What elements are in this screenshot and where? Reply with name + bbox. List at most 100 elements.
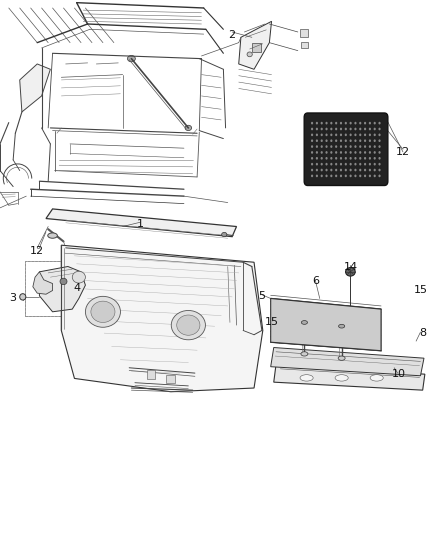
Text: 14: 14 [343, 262, 357, 271]
Ellipse shape [321, 140, 323, 142]
Ellipse shape [321, 163, 323, 165]
Ellipse shape [335, 134, 337, 136]
Ellipse shape [340, 157, 342, 160]
Text: 12: 12 [30, 246, 44, 255]
Ellipse shape [335, 163, 337, 165]
Ellipse shape [316, 128, 318, 130]
Ellipse shape [177, 315, 200, 335]
Ellipse shape [338, 356, 345, 360]
Polygon shape [46, 209, 237, 237]
Ellipse shape [321, 169, 323, 172]
Ellipse shape [345, 140, 347, 142]
Ellipse shape [364, 151, 366, 154]
Ellipse shape [374, 140, 376, 142]
Ellipse shape [247, 52, 252, 57]
Ellipse shape [354, 169, 357, 172]
Ellipse shape [359, 157, 361, 160]
Ellipse shape [340, 169, 342, 172]
Ellipse shape [325, 128, 328, 130]
Ellipse shape [369, 145, 371, 148]
Ellipse shape [374, 145, 376, 148]
Ellipse shape [48, 233, 57, 238]
Ellipse shape [340, 122, 342, 124]
Ellipse shape [359, 151, 361, 154]
Ellipse shape [374, 151, 376, 154]
Ellipse shape [350, 157, 352, 160]
Ellipse shape [340, 128, 342, 130]
Ellipse shape [359, 163, 361, 165]
Ellipse shape [369, 128, 371, 130]
Ellipse shape [301, 352, 308, 356]
Ellipse shape [316, 145, 318, 148]
Ellipse shape [345, 163, 347, 165]
Ellipse shape [325, 169, 328, 172]
Ellipse shape [311, 140, 313, 142]
Ellipse shape [378, 163, 381, 165]
Polygon shape [61, 245, 263, 392]
Ellipse shape [345, 151, 347, 154]
Ellipse shape [301, 321, 307, 324]
Ellipse shape [378, 145, 381, 148]
Ellipse shape [330, 163, 332, 165]
Ellipse shape [335, 140, 337, 142]
Ellipse shape [325, 157, 328, 160]
Ellipse shape [354, 151, 357, 154]
Bar [300, 29, 308, 37]
Ellipse shape [335, 128, 337, 130]
Ellipse shape [345, 128, 347, 130]
Ellipse shape [350, 145, 352, 148]
Ellipse shape [91, 301, 115, 322]
Ellipse shape [330, 157, 332, 160]
Ellipse shape [321, 175, 323, 177]
Ellipse shape [374, 122, 376, 124]
Ellipse shape [359, 140, 361, 142]
Ellipse shape [369, 163, 371, 165]
Ellipse shape [354, 157, 357, 160]
Ellipse shape [316, 151, 318, 154]
Ellipse shape [340, 140, 342, 142]
Ellipse shape [364, 140, 366, 142]
Ellipse shape [374, 128, 376, 130]
Ellipse shape [345, 169, 347, 172]
Ellipse shape [364, 145, 366, 148]
Ellipse shape [345, 157, 347, 160]
Ellipse shape [321, 145, 323, 148]
Ellipse shape [378, 169, 381, 172]
Ellipse shape [350, 134, 352, 136]
Ellipse shape [330, 140, 332, 142]
Ellipse shape [374, 134, 376, 136]
Ellipse shape [359, 145, 361, 148]
Ellipse shape [369, 140, 371, 142]
Ellipse shape [374, 175, 376, 177]
Text: 4: 4 [73, 283, 80, 293]
Ellipse shape [330, 169, 332, 172]
Ellipse shape [330, 175, 332, 177]
Ellipse shape [364, 169, 366, 172]
Ellipse shape [325, 140, 328, 142]
Ellipse shape [127, 55, 135, 62]
Ellipse shape [350, 122, 352, 124]
Ellipse shape [369, 157, 371, 160]
Ellipse shape [311, 175, 313, 177]
Ellipse shape [369, 169, 371, 172]
Ellipse shape [369, 175, 371, 177]
Ellipse shape [311, 157, 313, 160]
Ellipse shape [340, 145, 342, 148]
Text: 15: 15 [413, 286, 427, 295]
Ellipse shape [340, 175, 342, 177]
Polygon shape [20, 64, 50, 112]
Ellipse shape [316, 157, 318, 160]
Ellipse shape [350, 175, 352, 177]
Text: 3: 3 [10, 294, 17, 303]
Ellipse shape [354, 145, 357, 148]
Ellipse shape [335, 145, 337, 148]
Ellipse shape [369, 134, 371, 136]
Ellipse shape [20, 294, 26, 300]
Ellipse shape [300, 375, 313, 381]
Ellipse shape [339, 324, 345, 328]
FancyBboxPatch shape [304, 113, 388, 185]
Ellipse shape [378, 122, 381, 124]
Ellipse shape [364, 122, 366, 124]
Text: 1: 1 [137, 219, 144, 229]
Ellipse shape [345, 134, 347, 136]
